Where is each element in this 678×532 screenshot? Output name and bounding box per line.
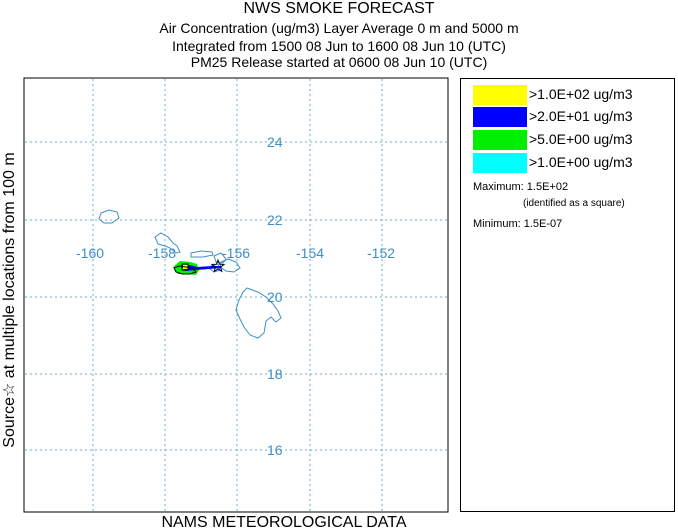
plume-2e1 [181,265,221,271]
lat-label: 20 [267,289,283,305]
lat-label: 24 [267,134,283,150]
island-molokai [190,250,214,258]
smoke-plume [173,258,226,275]
maximum-note: (identified as a square) [523,198,625,209]
lon-label: -152 [367,245,395,261]
island-hawaii [235,287,282,339]
legend-label: >1.0E+00 ug/m3 [529,154,633,170]
subtitle-integration: Integrated from 1500 08 Jun to 1600 08 J… [172,38,506,54]
island-kauai [98,209,120,224]
coastlines [98,209,282,339]
map-title: NWS SMOKE FORECAST [243,0,435,17]
lat-label: 18 [267,366,283,382]
data-source-footer: NAMS METEOROLOGICAL DATA [161,514,407,531]
grid-labels: -160 -158 -156 -154 -152 24 22 20 18 16 [76,134,395,458]
legend-swatch [473,107,527,127]
map-frame [23,77,449,513]
legend-label: >5.0E+00 ug/m3 [529,131,633,147]
lon-label: -160 [76,245,104,261]
legend-label: >1.0E+02 ug/m3 [529,86,633,102]
legend-swatch [473,85,527,105]
subtitle-concentration: Air Concentration (ug/m3) Layer Average … [159,20,519,36]
source-star-icon [210,258,226,273]
lat-label: 22 [267,212,283,228]
lon-label: -158 [148,245,176,261]
plume-outline [173,265,197,275]
lon-label: -156 [222,245,250,261]
lat-label: 16 [267,442,283,458]
minimum-value: Minimum: 1.5E-07 [473,218,563,230]
subtitle-release: PM25 Release started at 0600 08 Jun 10 (… [190,54,488,70]
island-oahu [154,232,181,254]
lon-label: -154 [296,245,324,261]
legend-swatch [473,130,527,150]
legend-panel: >1.0E+02 ug/m3 >2.0E+01 ug/m3 >5.0E+00 u… [460,78,675,512]
maximum-value: Maximum: 1.5E+02 [473,181,569,193]
legend-label: >2.0E+01 ug/m3 [529,108,633,124]
legend-swatch [473,153,527,173]
graticule [25,79,447,511]
